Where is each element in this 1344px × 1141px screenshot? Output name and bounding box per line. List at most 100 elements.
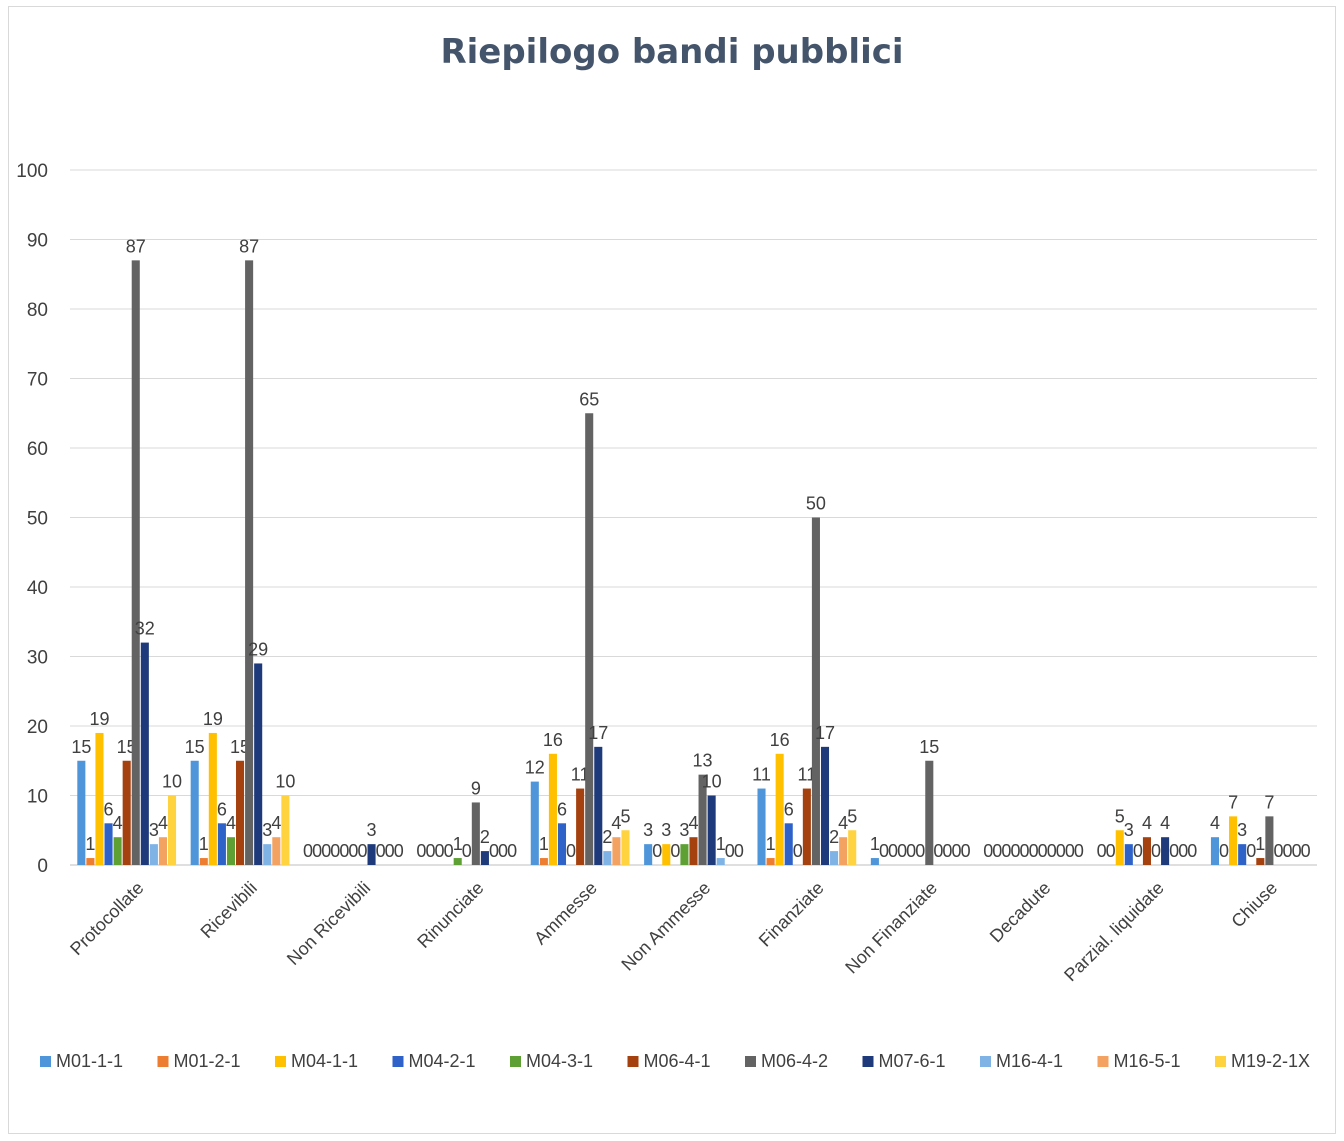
data-label: 11 bbox=[571, 765, 590, 785]
data-label: 0 bbox=[444, 841, 454, 861]
data-label: 4 bbox=[158, 813, 168, 833]
data-label: 5 bbox=[847, 806, 857, 826]
data-label: 0 bbox=[394, 841, 404, 861]
bar bbox=[802, 788, 811, 865]
bar bbox=[530, 781, 539, 865]
legend-swatch bbox=[627, 1056, 639, 1067]
legend-label: M16-4-1 bbox=[996, 1051, 1063, 1071]
bar bbox=[367, 844, 376, 865]
data-label: 0 bbox=[330, 841, 340, 861]
data-label: 15 bbox=[71, 737, 91, 757]
data-label: 0 bbox=[1283, 841, 1293, 861]
data-label: 0 bbox=[498, 841, 508, 861]
data-label: 4 bbox=[611, 813, 621, 833]
legend-swatch bbox=[40, 1056, 51, 1067]
data-label: 32 bbox=[135, 619, 155, 639]
data-label: 12 bbox=[525, 758, 545, 778]
legend-swatch bbox=[862, 1056, 874, 1067]
bar bbox=[226, 837, 236, 865]
legend-label: M16-5-1 bbox=[1114, 1051, 1181, 1071]
data-label: 1 bbox=[85, 834, 95, 854]
bar bbox=[480, 851, 489, 865]
bar bbox=[594, 746, 603, 865]
data-label: 0 bbox=[339, 841, 349, 861]
data-label: 0 bbox=[1038, 841, 1048, 861]
data-label: 0 bbox=[734, 841, 744, 861]
data-label: 19 bbox=[203, 709, 223, 729]
bar bbox=[644, 844, 653, 865]
y-tick-label: 100 bbox=[16, 161, 48, 182]
data-label: 3 bbox=[643, 820, 653, 840]
bar bbox=[539, 858, 548, 865]
bar bbox=[140, 642, 149, 865]
data-label: 4 bbox=[1160, 813, 1170, 833]
data-label: 16 bbox=[543, 730, 563, 750]
category-label: Non Ammesse bbox=[617, 878, 714, 975]
data-label: 4 bbox=[838, 813, 848, 833]
data-label: 29 bbox=[248, 639, 268, 659]
bar bbox=[839, 837, 848, 865]
data-label: 0 bbox=[1020, 841, 1030, 861]
data-label: 19 bbox=[89, 709, 109, 729]
data-label: 0 bbox=[1074, 841, 1084, 861]
bar bbox=[1256, 858, 1265, 865]
data-label: 3 bbox=[661, 820, 671, 840]
data-label: 0 bbox=[951, 841, 961, 861]
data-label: 1 bbox=[716, 834, 726, 854]
legend-label: M01-2-1 bbox=[174, 1051, 241, 1071]
bar bbox=[1229, 816, 1238, 865]
data-label: 15 bbox=[919, 737, 939, 757]
data-label: 4 bbox=[226, 813, 236, 833]
data-label: 10 bbox=[162, 772, 182, 792]
bar bbox=[217, 823, 226, 865]
data-label: 0 bbox=[670, 841, 680, 861]
bar bbox=[784, 823, 793, 865]
data-label: 3 bbox=[262, 820, 272, 840]
data-label: 7 bbox=[1264, 792, 1274, 812]
legend-label: M01-1-1 bbox=[56, 1051, 123, 1071]
data-label: 0 bbox=[1029, 841, 1039, 861]
bar bbox=[104, 823, 113, 865]
data-label: 0 bbox=[933, 841, 943, 861]
y-tick-label: 30 bbox=[27, 648, 48, 669]
data-label: 5 bbox=[620, 806, 630, 826]
data-label: 10 bbox=[702, 772, 722, 792]
data-label: 0 bbox=[348, 841, 358, 861]
data-label: 87 bbox=[239, 236, 259, 256]
bar bbox=[245, 260, 254, 866]
data-label: 0 bbox=[1133, 841, 1143, 861]
data-label: 0 bbox=[1056, 841, 1066, 861]
bar bbox=[576, 788, 585, 865]
data-label: 0 bbox=[906, 841, 916, 861]
y-tick-label: 90 bbox=[27, 231, 48, 252]
data-label: 1 bbox=[766, 834, 776, 854]
data-label: 0 bbox=[321, 841, 331, 861]
data-label: 2 bbox=[602, 827, 612, 847]
data-label: 3 bbox=[367, 820, 377, 840]
bar bbox=[585, 413, 594, 865]
data-label: 0 bbox=[725, 841, 735, 861]
data-label: 0 bbox=[1187, 841, 1197, 861]
bar bbox=[557, 823, 567, 865]
bar bbox=[848, 830, 857, 865]
data-label: 4 bbox=[1142, 813, 1152, 833]
data-label: 1 bbox=[199, 834, 209, 854]
data-label: 6 bbox=[104, 799, 114, 819]
category-label: Ricevibili bbox=[197, 878, 261, 942]
bar bbox=[707, 795, 716, 865]
data-label: 0 bbox=[961, 841, 971, 861]
bar bbox=[158, 837, 167, 865]
data-label: 7 bbox=[1228, 792, 1238, 812]
bar bbox=[199, 858, 208, 865]
data-label: 0 bbox=[1178, 841, 1188, 861]
data-label: 0 bbox=[652, 841, 662, 861]
data-label: 13 bbox=[693, 751, 713, 771]
data-label: 0 bbox=[507, 841, 517, 861]
category-label: Finanziate bbox=[755, 878, 828, 951]
bar bbox=[1124, 844, 1133, 865]
category-label: Decadute bbox=[986, 878, 1055, 947]
legend-label: M19-2-1X bbox=[1231, 1051, 1310, 1071]
data-label: 0 bbox=[1097, 841, 1107, 861]
data-label: 3 bbox=[149, 820, 159, 840]
bar bbox=[662, 844, 671, 865]
